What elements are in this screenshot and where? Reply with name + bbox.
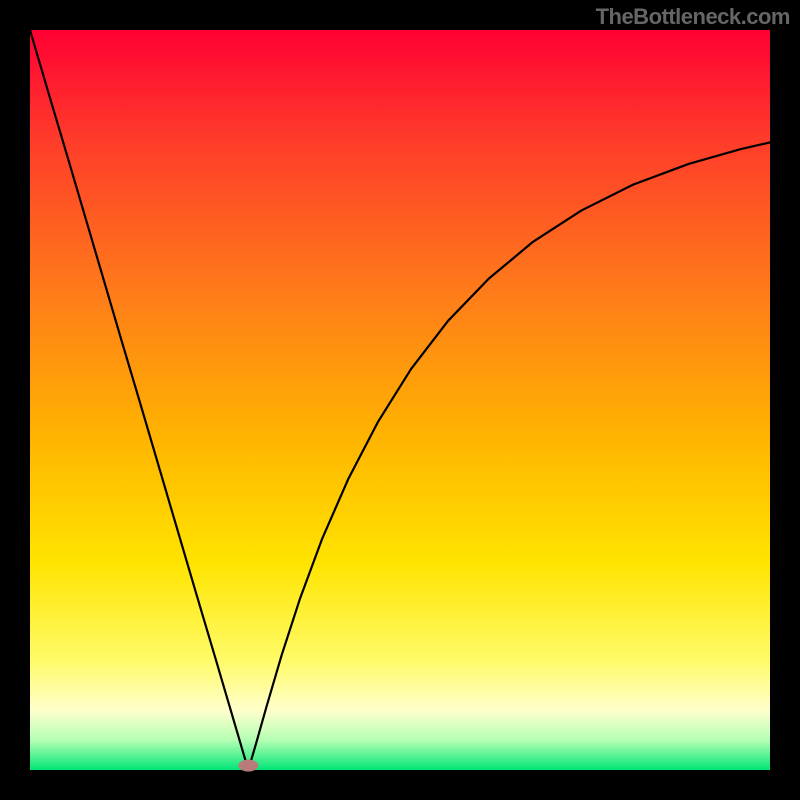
bottleneck-chart: TheBottleneck.com <box>0 0 800 800</box>
watermark-label: TheBottleneck.com <box>596 4 790 30</box>
chart-canvas <box>0 0 800 800</box>
